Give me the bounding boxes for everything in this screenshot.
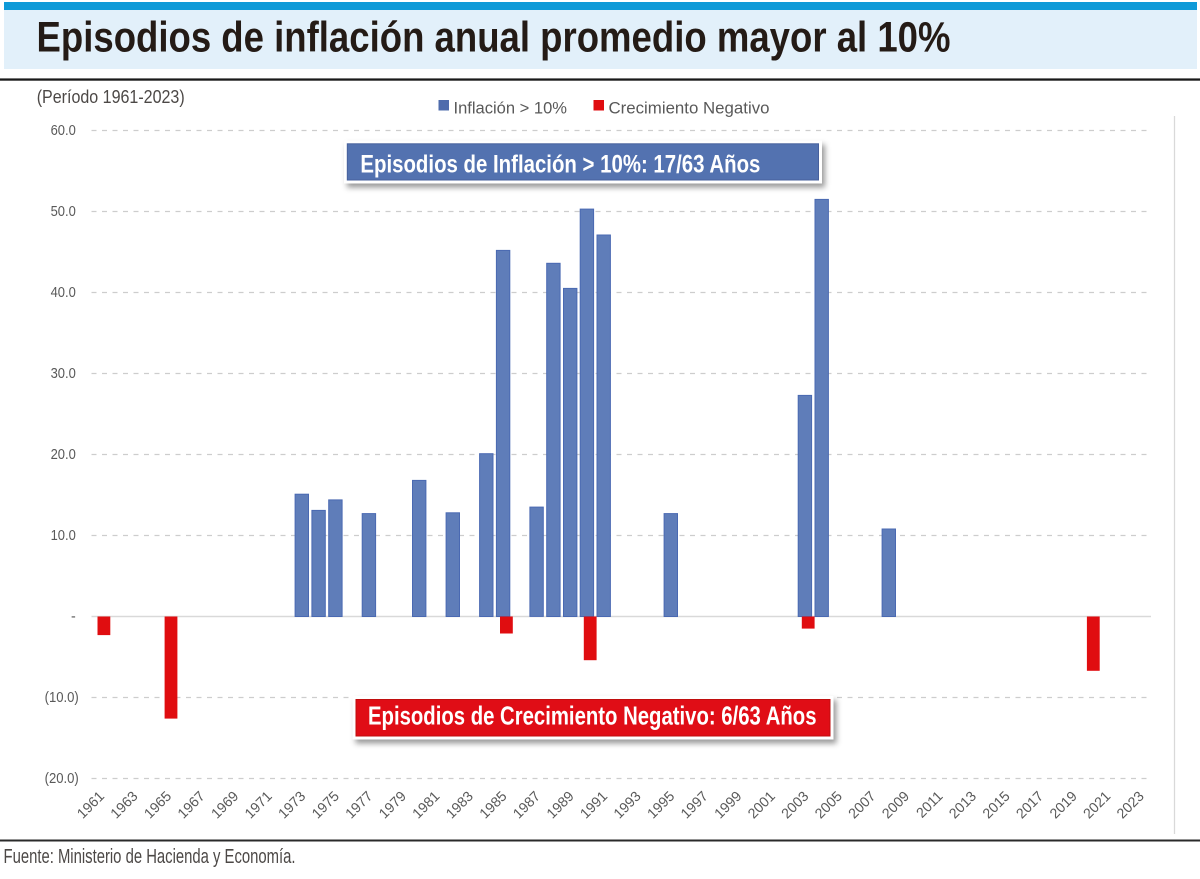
svg-text:1989: 1989 [544,788,578,822]
svg-text:2009: 2009 [879,788,913,822]
svg-text:-: - [71,609,76,625]
svg-text:2017: 2017 [1013,788,1047,822]
svg-text:1971: 1971 [242,788,276,822]
svg-text:2003: 2003 [779,788,813,822]
svg-text:Episodios de inflación anual p: Episodios de inflación anual promedio ma… [37,15,951,62]
svg-text:20.0: 20.0 [51,447,76,463]
svg-text:1983: 1983 [443,788,477,822]
svg-text:10.0: 10.0 [51,528,76,544]
svg-text:Fuente: Ministerio de Hacienda: Fuente: Ministerio de Hacienda y Economí… [4,846,296,868]
svg-text:1965: 1965 [141,788,175,822]
svg-text:1987: 1987 [510,788,544,822]
svg-text:Inflación > 10%: Inflación > 10% [454,99,568,118]
svg-text:(Período 1961-2023): (Período 1961-2023) [37,86,185,107]
svg-text:2021: 2021 [1080,788,1114,822]
svg-text:Episodios de Inflación > 10%:: Episodios de Inflación > 10%: 17/63 Años [360,151,760,178]
svg-text:1999: 1999 [712,788,746,822]
svg-text:1977: 1977 [343,788,377,822]
svg-text:1973: 1973 [275,788,309,822]
svg-text:40.0: 40.0 [51,285,76,301]
svg-text:30.0: 30.0 [51,366,76,382]
svg-text:2011: 2011 [914,788,947,821]
svg-text:1981: 1981 [410,788,444,822]
svg-text:(10.0): (10.0) [45,690,79,706]
svg-text:2007: 2007 [846,788,880,822]
svg-text:Episodios de Crecimiento Negat: Episodios de Crecimiento Negativo: 6/63 … [368,703,817,731]
svg-text:2013: 2013 [946,788,980,822]
svg-text:2015: 2015 [980,788,1014,822]
svg-text:(20.0): (20.0) [45,771,79,787]
svg-text:1985: 1985 [477,788,511,822]
svg-text:1997: 1997 [678,788,712,822]
svg-text:2019: 2019 [1047,788,1081,822]
svg-text:1975: 1975 [309,788,343,822]
svg-text:1991: 1991 [577,788,611,822]
svg-text:1963: 1963 [108,788,142,822]
svg-text:2005: 2005 [812,788,846,822]
svg-text:60.0: 60.0 [51,123,76,139]
svg-text:1979: 1979 [376,788,410,822]
svg-text:50.0: 50.0 [51,204,76,220]
svg-text:Crecimiento Negativo: Crecimiento Negativo [609,99,770,118]
svg-text:2023: 2023 [1114,788,1148,822]
svg-text:1995: 1995 [644,788,678,822]
svg-text:2001: 2001 [745,788,779,822]
svg-text:1969: 1969 [208,788,242,822]
svg-text:1961: 1961 [74,788,108,822]
svg-text:1993: 1993 [611,788,645,822]
svg-text:1967: 1967 [175,788,209,822]
